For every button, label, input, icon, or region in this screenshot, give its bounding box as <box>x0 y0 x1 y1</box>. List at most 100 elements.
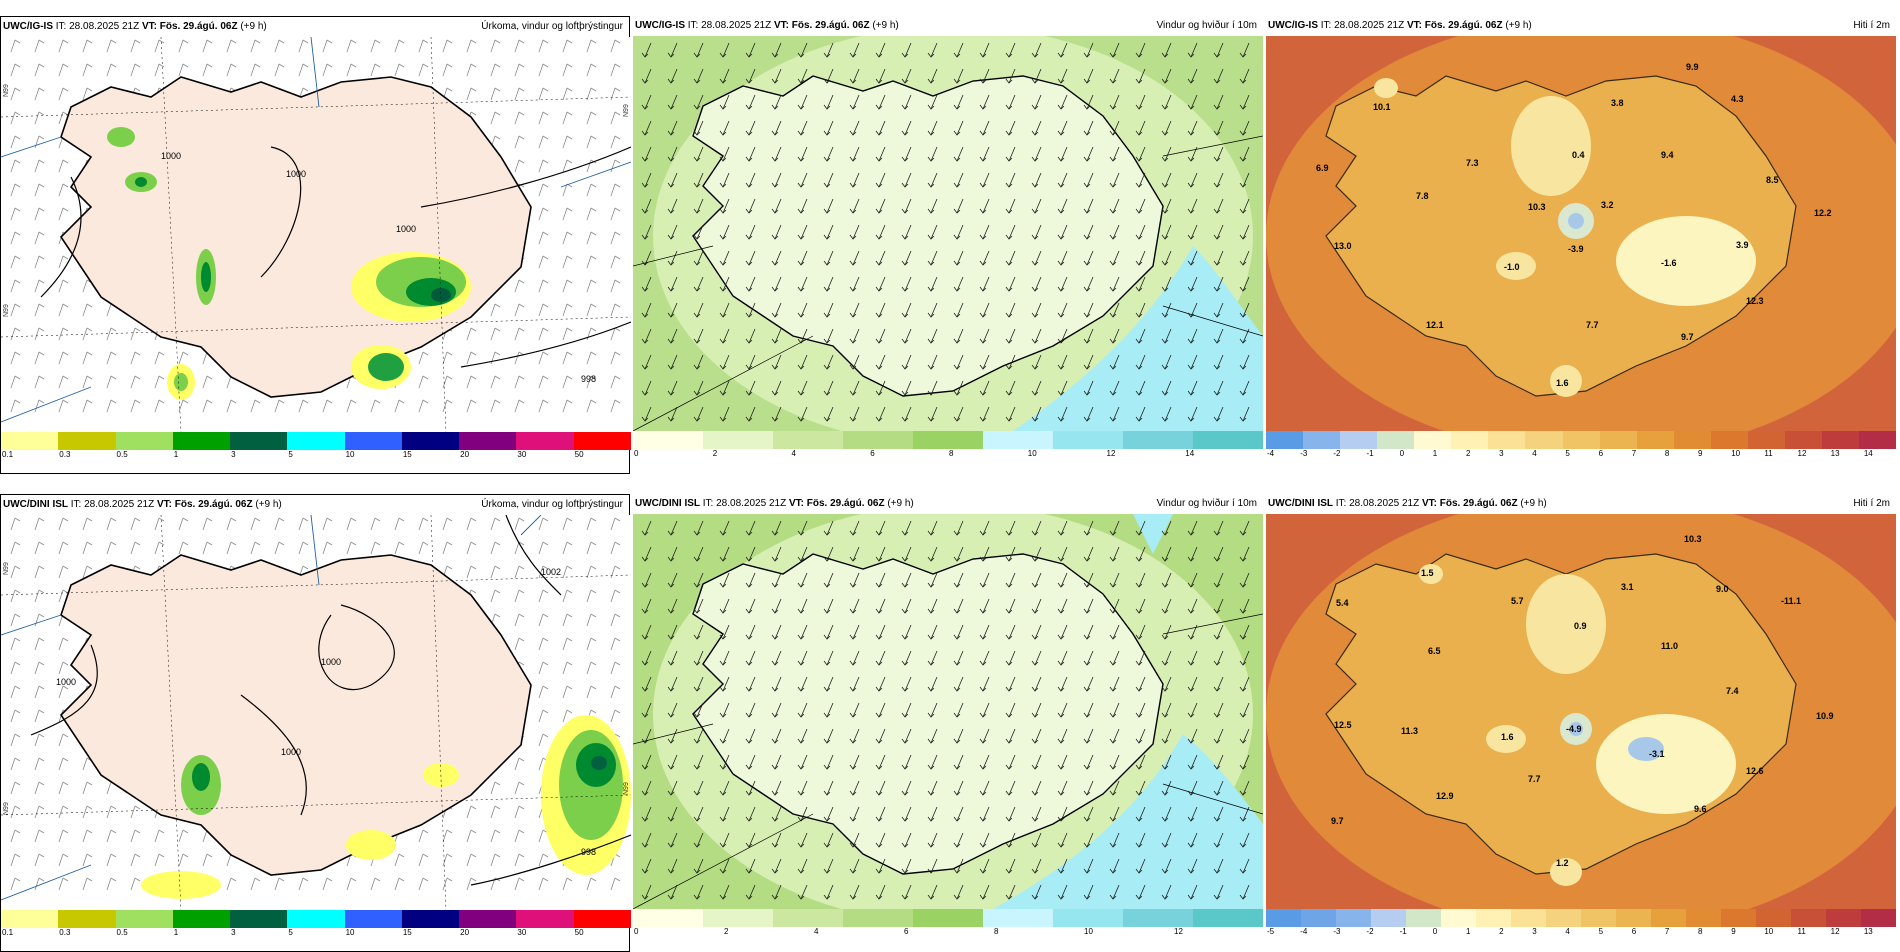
wind-arrow-head <box>641 868 649 874</box>
wind-arrow <box>982 172 990 188</box>
wind-arrow <box>722 68 730 84</box>
wind-barb <box>370 877 376 891</box>
wind-barb-flag <box>38 733 45 738</box>
wind-arrow <box>1060 94 1068 110</box>
wind-arrow-head <box>1083 660 1091 666</box>
colorbar-cell <box>401 910 460 928</box>
wind-arrow-head <box>745 608 753 614</box>
colorbar-cell <box>1826 909 1861 927</box>
wind-arrow <box>1164 224 1172 240</box>
wind-arrow-head <box>745 52 753 58</box>
wind-barb-flag <box>614 685 621 690</box>
wind-arrow-head <box>901 686 909 692</box>
wind-arrow <box>878 728 886 744</box>
wind-arrow <box>904 650 912 666</box>
wind-barb <box>562 541 568 555</box>
wind-arrow-head <box>641 130 649 136</box>
wind-arrow-head <box>1161 582 1169 588</box>
colorbar-tick-label <box>678 927 723 937</box>
wind-barb <box>106 805 112 819</box>
wind-barb <box>442 877 448 891</box>
colorbar-tick-label: 4 <box>791 449 796 458</box>
panel-title: Vindur og hviður í 10m <box>1156 20 1257 31</box>
wind-arrow-head <box>1161 660 1169 666</box>
wind-arrow-head <box>1031 182 1039 188</box>
wind-barb-flag <box>326 541 333 546</box>
wind-arrow <box>722 754 730 770</box>
wind-arrow <box>774 328 782 344</box>
wind-arrow-head <box>849 686 857 692</box>
wind-arrow <box>904 302 912 318</box>
wind-arrow-head <box>875 608 883 614</box>
wind-barb <box>538 39 544 53</box>
wind-barb-flag <box>614 565 621 570</box>
wind-arrow <box>1190 572 1198 588</box>
wind-arrow <box>722 598 730 614</box>
wind-arrow-head <box>927 738 935 744</box>
colorbar-cell <box>1616 909 1651 927</box>
wind-arrow-head <box>979 234 987 240</box>
wind-arrow-head <box>667 842 675 848</box>
wind-barb <box>610 637 616 651</box>
wind-barb <box>322 541 328 555</box>
wind-arrow <box>904 780 912 796</box>
wind-arrow-head <box>771 260 779 266</box>
wind-barb <box>490 853 496 867</box>
wind-barb <box>466 877 472 891</box>
wind-barb-flag <box>422 517 429 522</box>
wind-arrow <box>1190 42 1198 58</box>
colorbar-tick-label: -2 <box>1333 449 1341 458</box>
wind-arrow-head <box>641 894 649 900</box>
init-time: 28.08.2025 21Z <box>701 20 772 31</box>
wind-arrow-head <box>1005 260 1013 266</box>
wind-arrow <box>852 520 860 536</box>
colorbar-cell <box>1 432 59 450</box>
wind-arrow-head <box>693 104 701 110</box>
wind-barb-flag <box>254 541 261 546</box>
wind-arrow <box>1138 354 1146 370</box>
wind-barb <box>58 327 64 341</box>
wind-barb-flag <box>14 303 21 308</box>
wind-arrow-head <box>1187 894 1195 900</box>
wind-barb <box>562 39 568 53</box>
wind-arrow-head <box>1161 634 1169 640</box>
wind-arrow <box>1034 354 1042 370</box>
wind-barb <box>58 207 64 221</box>
wind-arrow <box>1008 120 1016 136</box>
colorbar-cell <box>913 431 983 449</box>
wind-barb <box>322 877 328 891</box>
wind-barb-flag <box>518 111 525 116</box>
wind-arrow-head <box>719 260 727 266</box>
wind-barb <box>370 399 376 413</box>
valid-time-label: VT: <box>141 21 157 32</box>
wind-arrow <box>982 650 990 666</box>
wind-barb-flag <box>14 351 21 356</box>
wind-arrow-head <box>953 286 961 292</box>
wind-arrow-head <box>823 390 831 396</box>
panel-header: UWC/IG-IS IT: 28.08.2025 21Z VT: Fös. 29… <box>635 19 1261 33</box>
wind-barb-flag <box>518 303 525 308</box>
wind-arrow <box>644 120 652 136</box>
wind-arrow <box>1138 276 1146 292</box>
wind-arrow-head <box>1057 530 1065 536</box>
wind-barb-flag <box>614 375 621 380</box>
wind-arrow <box>956 572 964 588</box>
wind-barb <box>34 829 40 843</box>
wind-barb-flag <box>518 757 525 762</box>
wind-arrow-head <box>797 130 805 136</box>
wind-barb <box>130 541 136 555</box>
wind-barb <box>34 877 40 891</box>
wind-barb <box>466 565 472 579</box>
wind-arrow <box>1086 120 1094 136</box>
wind-arrow-head <box>1109 364 1117 370</box>
wind-arrow-head <box>927 868 935 874</box>
wind-arrow <box>852 328 860 344</box>
wind-barb <box>394 541 400 555</box>
wind-barb-flag <box>542 255 549 260</box>
wind-barb <box>82 757 88 771</box>
wind-arrow-head <box>1031 130 1039 136</box>
wind-barb <box>178 39 184 53</box>
wind-barb-flag <box>614 159 621 164</box>
wind-barb-flag <box>62 255 69 260</box>
wind-arrow <box>1060 406 1068 422</box>
